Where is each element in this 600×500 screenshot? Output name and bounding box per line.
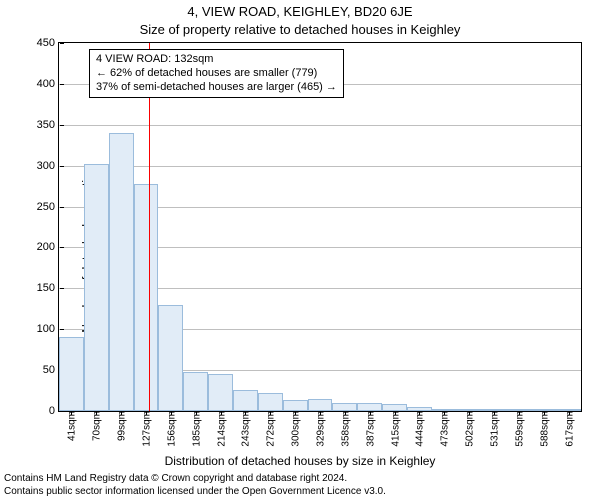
bar: [283, 400, 308, 411]
bar: [183, 372, 208, 411]
bar: [134, 184, 159, 411]
x-tick-mark: [295, 411, 296, 415]
y-tick-label: 50: [15, 364, 59, 376]
plot-area: 05010015020025030035040045041sqm70sqm99s…: [58, 42, 582, 412]
y-tick-label: 150: [15, 282, 59, 294]
y-tick-label: 0: [15, 405, 59, 417]
x-tick-label: 41sqm: [65, 411, 78, 441]
x-tick-mark: [146, 411, 147, 415]
x-tick-label: 617sqm: [562, 411, 575, 447]
y-tick-label: 300: [15, 160, 59, 172]
x-tick-mark: [419, 411, 420, 415]
x-tick-label: 272sqm: [264, 411, 277, 447]
x-tick-mark: [469, 411, 470, 415]
x-tick-mark: [171, 411, 172, 415]
y-tick-label: 100: [15, 323, 59, 335]
annotation-line: 37% of semi-detached houses are larger (…: [96, 81, 337, 95]
x-tick-mark: [270, 411, 271, 415]
x-tick-mark: [519, 411, 520, 415]
x-tick-label: 387sqm: [363, 411, 376, 447]
x-tick-mark: [345, 411, 346, 415]
bar: [308, 399, 333, 411]
x-tick-label: 243sqm: [239, 411, 252, 447]
annotation-line: 4 VIEW ROAD: 132sqm: [96, 53, 337, 67]
x-tick-label: 502sqm: [463, 411, 476, 447]
y-tick-label: 200: [15, 241, 59, 253]
x-tick-label: 300sqm: [289, 411, 302, 447]
y-tick-label: 400: [15, 78, 59, 90]
bar: [258, 393, 283, 411]
x-tick-label: 329sqm: [314, 411, 327, 447]
x-tick-mark: [569, 411, 570, 415]
x-axis-label: Distribution of detached houses by size …: [0, 454, 600, 468]
gridline: [59, 125, 581, 126]
chart-footer: Contains HM Land Registry data © Crown c…: [4, 473, 386, 498]
x-tick-mark: [221, 411, 222, 415]
x-tick-label: 156sqm: [164, 411, 177, 447]
x-tick-mark: [196, 411, 197, 415]
bar: [233, 390, 258, 411]
x-tick-mark: [544, 411, 545, 415]
x-tick-mark: [370, 411, 371, 415]
footer-line: Contains HM Land Registry data © Crown c…: [4, 473, 386, 486]
annotation-box: 4 VIEW ROAD: 132sqm ← 62% of detached ho…: [89, 49, 344, 98]
x-tick-label: 473sqm: [438, 411, 451, 447]
x-tick-label: 358sqm: [338, 411, 351, 447]
x-tick-mark: [71, 411, 72, 415]
y-tick-label: 250: [15, 201, 59, 213]
bar: [84, 164, 109, 411]
bar: [109, 133, 134, 411]
footer-line: Contains public sector information licen…: [4, 486, 386, 499]
x-tick-mark: [395, 411, 396, 415]
chart-container: 4, VIEW ROAD, KEIGHLEY, BD20 6JE Size of…: [0, 0, 600, 500]
x-tick-label: 214sqm: [214, 411, 227, 447]
y-tick-label: 350: [15, 119, 59, 131]
x-tick-mark: [245, 411, 246, 415]
x-tick-mark: [320, 411, 321, 415]
x-tick-label: 127sqm: [140, 411, 153, 447]
x-tick-mark: [121, 411, 122, 415]
bar: [357, 403, 382, 411]
x-tick-label: 444sqm: [413, 411, 426, 447]
x-tick-label: 99sqm: [115, 411, 128, 441]
x-tick-label: 559sqm: [512, 411, 525, 447]
x-tick-mark: [444, 411, 445, 415]
x-tick-mark: [494, 411, 495, 415]
x-tick-label: 531sqm: [488, 411, 501, 447]
x-tick-label: 70sqm: [90, 411, 103, 441]
x-tick-label: 588sqm: [537, 411, 550, 447]
x-tick-label: 415sqm: [388, 411, 401, 447]
bar: [208, 374, 233, 411]
x-tick-label: 185sqm: [189, 411, 202, 447]
bar: [332, 403, 357, 411]
x-tick-mark: [96, 411, 97, 415]
bar: [158, 305, 183, 411]
y-tick-label: 450: [15, 37, 59, 49]
gridline: [59, 166, 581, 167]
chart-title-sub: Size of property relative to detached ho…: [0, 22, 600, 37]
bar: [59, 337, 84, 411]
annotation-line: ← 62% of detached houses are smaller (77…: [96, 67, 337, 81]
chart-title-main: 4, VIEW ROAD, KEIGHLEY, BD20 6JE: [0, 4, 600, 19]
